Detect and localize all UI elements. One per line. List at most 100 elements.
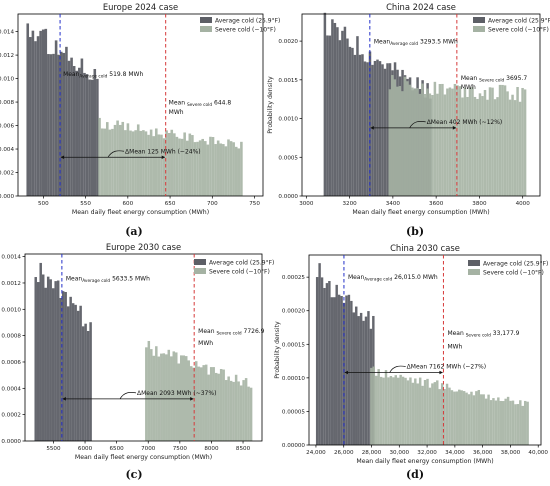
delta-arrowhead-left — [62, 397, 66, 401]
histogram-bar — [71, 303, 75, 441]
histogram-bar — [478, 93, 482, 196]
histogram-bar — [340, 296, 343, 445]
histogram-bar — [26, 23, 30, 197]
legend-label: Severe cold (−10°F) — [215, 27, 276, 34]
histogram-bar — [219, 143, 223, 196]
histogram-bar — [54, 40, 58, 196]
histogram-bar — [394, 375, 397, 445]
histogram-bar — [351, 47, 354, 196]
histogram-bar — [198, 140, 202, 196]
panel-caption: (a) — [125, 225, 143, 238]
histogram-bar — [414, 378, 417, 445]
histogram-bar — [470, 391, 473, 445]
histogram-bar — [69, 296, 72, 441]
histogram-bar — [222, 369, 225, 441]
x-tick-label: 8500 — [236, 446, 251, 452]
histogram-bar — [81, 326, 85, 441]
legend-label: Average cold (25.9°F) — [215, 18, 280, 25]
plot-frame — [301, 13, 541, 197]
delta-arrowhead-right — [439, 370, 443, 375]
severe-mean-annotation: Mean Severe cold 3695.7 — [461, 75, 528, 84]
histogram-bar — [61, 291, 65, 441]
histogram-bar — [486, 99, 489, 196]
histogram-bar — [57, 54, 60, 196]
histogram-bar — [383, 68, 387, 196]
y-tick-label: 0.0000 — [1, 439, 21, 445]
histogram-bar — [475, 391, 478, 445]
histogram-bar — [214, 372, 218, 441]
histogram-panel-3: Europe 2030 case 5500 6000 6500 7000 7500 8000… — [1, 242, 274, 481]
histogram-bar — [375, 375, 378, 445]
histogram-bar — [348, 46, 352, 196]
x-tick-label: 5500 — [46, 446, 61, 452]
histogram-bar — [416, 88, 419, 196]
histogram-bar — [392, 377, 395, 445]
histogram-bar — [126, 123, 130, 196]
histogram-bar — [121, 121, 125, 196]
x-tick-label: 700 — [207, 201, 218, 207]
y-tick-label: 0.004 — [0, 147, 14, 153]
histogram-bar — [86, 331, 90, 441]
histogram-bar — [39, 30, 42, 197]
histogram-bar — [328, 281, 331, 445]
histogram-bar — [154, 128, 158, 196]
x-tick-label: 3200 — [342, 201, 357, 207]
histogram-bar — [423, 380, 427, 445]
x-tick-label: 750 — [249, 201, 260, 207]
histogram-bar — [436, 93, 439, 196]
histogram-bar — [523, 89, 527, 196]
histogram-bar — [389, 376, 393, 445]
histogram-bar — [333, 297, 336, 445]
histogram-bar — [232, 381, 235, 441]
histogram-bar — [404, 377, 407, 445]
histogram-bar — [144, 131, 148, 196]
y-tick-label: 0.0015 — [278, 78, 298, 84]
severe-mean-unit: MWh — [447, 343, 462, 350]
histogram-bar — [364, 316, 368, 445]
histogram-bar — [466, 96, 469, 196]
histogram-bar — [443, 389, 446, 445]
y-tick-label: 0.002 — [0, 171, 14, 177]
x-tick-label: 40,000 — [528, 450, 548, 456]
histogram-bar — [487, 394, 490, 445]
histogram-bar — [108, 129, 112, 196]
histogram-bar — [75, 70, 79, 196]
histogram-bar — [353, 54, 357, 196]
histogram-bar — [482, 394, 485, 445]
histogram-bar — [413, 88, 417, 196]
histogram-bar — [418, 93, 422, 196]
histogram-bar — [191, 135, 194, 196]
delta-arrowhead-left — [344, 370, 348, 375]
histogram-bar — [467, 394, 471, 445]
histogram-bar — [167, 349, 171, 441]
histogram-bar — [477, 389, 481, 445]
plot-frame — [308, 254, 542, 446]
x-tick-label: 3400 — [386, 201, 401, 207]
x-tick-label: 36,000 — [473, 450, 493, 456]
histogram-bar — [503, 85, 507, 196]
histogram-bar — [209, 367, 213, 441]
legend-label: Average cold (25.9°F) — [488, 18, 550, 25]
histogram-bar — [341, 30, 344, 196]
histogram-bar — [421, 83, 424, 196]
y-tick-label: 0.000 — [0, 194, 14, 200]
x-tick-label: 3600 — [429, 201, 444, 207]
y-tick-label: 0.0014 — [1, 255, 21, 261]
histogram-bar — [440, 383, 444, 445]
y-tick-label: 0.0010 — [1, 307, 21, 313]
histogram-bar — [428, 387, 432, 445]
plot-frame — [17, 13, 264, 197]
histogram-panel-4: China 2030 case 24,000 26,000 28,000 30,000 3… — [274, 243, 548, 481]
histogram-bar — [506, 396, 510, 445]
histogram-bar — [399, 374, 402, 445]
histogram-bar — [76, 310, 80, 441]
histogram-bar — [237, 381, 240, 441]
histogram-bar — [216, 140, 220, 196]
histogram-bar — [44, 287, 47, 441]
histogram-bar — [411, 382, 415, 445]
histogram-bar — [118, 124, 122, 196]
histogram-bar — [491, 87, 494, 196]
histogram-bar — [36, 36, 40, 196]
legend: Average cold (25.9°F) Severe cold (−10°F) — [200, 17, 280, 34]
histogram-bar — [411, 87, 414, 196]
